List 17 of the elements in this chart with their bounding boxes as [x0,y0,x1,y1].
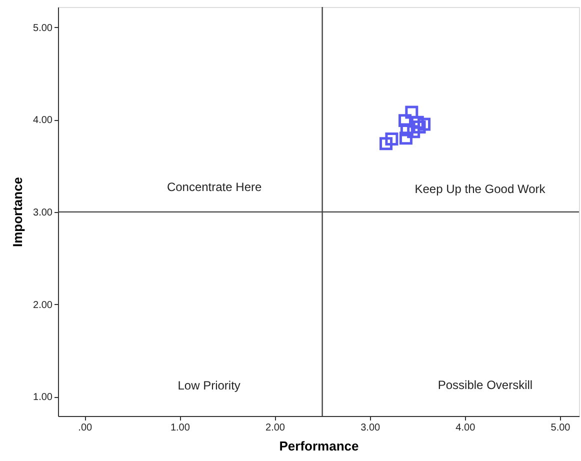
y-tick-label: 3.00 [33,207,53,218]
y-axis-title: Importance [10,176,26,248]
annotation: Possible Overskill [438,378,533,392]
annotation: Keep Up the Good Work [414,182,546,196]
x-tick-label: 5.00 [550,422,571,434]
y-tick-label: 5.00 [33,22,53,34]
x-tick-label: .00 [78,422,93,434]
x-tick-label: 3.00 [360,422,381,434]
annotation: Concentrate Here [166,180,262,194]
y-tick-label: 4.00 [33,115,53,126]
annotation: Low Priority [178,378,240,392]
y-tick-label: 1.00 [33,392,53,404]
x-axis-title: Performance [279,438,359,454]
x-tick-label: 2.00 [266,422,286,434]
x-tick-label: 4.00 [456,422,476,434]
y-tick-label: 2.00 [33,300,53,311]
x-tick-label: 1.00 [170,422,190,434]
